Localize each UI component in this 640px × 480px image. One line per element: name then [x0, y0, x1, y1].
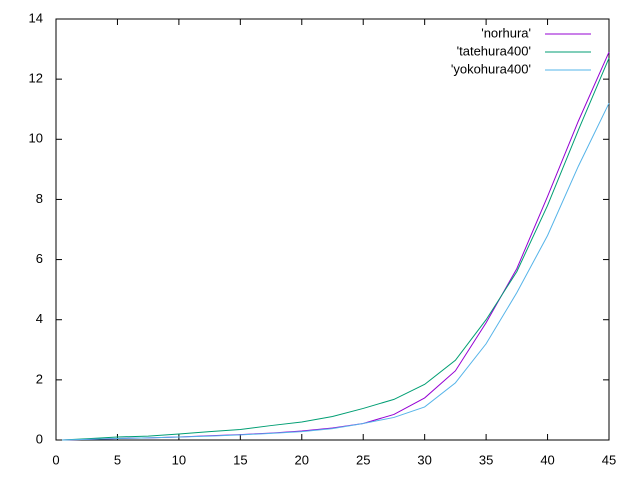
- x-tick-label: 30: [417, 452, 431, 467]
- x-tick-label: 15: [233, 452, 247, 467]
- legend-label: 'tatehura400': [457, 43, 531, 58]
- x-tick-label: 20: [295, 452, 309, 467]
- x-tick-label: 25: [356, 452, 370, 467]
- y-tick-label: 12: [29, 71, 43, 86]
- y-tick-label: 14: [29, 10, 43, 25]
- x-tick-label: 5: [114, 452, 121, 467]
- y-tick-label: 10: [29, 131, 43, 146]
- x-tick-label: 35: [479, 452, 493, 467]
- series-line: [62, 57, 610, 441]
- x-tick-label: 0: [52, 452, 59, 467]
- x-tick-label: 40: [540, 452, 554, 467]
- series-line: [62, 51, 610, 441]
- x-tick-label: 10: [172, 452, 186, 467]
- y-tick-label: 4: [36, 311, 43, 326]
- plot-border: [55, 18, 610, 441]
- legend-label: 'norhura': [481, 25, 531, 40]
- y-tick-label: 2: [36, 371, 43, 386]
- legend-label: 'yokohura400': [451, 61, 531, 76]
- y-tick-label: 8: [36, 191, 43, 206]
- y-tick-label: 6: [36, 251, 43, 266]
- x-tick-label: 45: [602, 452, 616, 467]
- y-tick-label: 0: [36, 431, 43, 446]
- series-line: [62, 102, 610, 441]
